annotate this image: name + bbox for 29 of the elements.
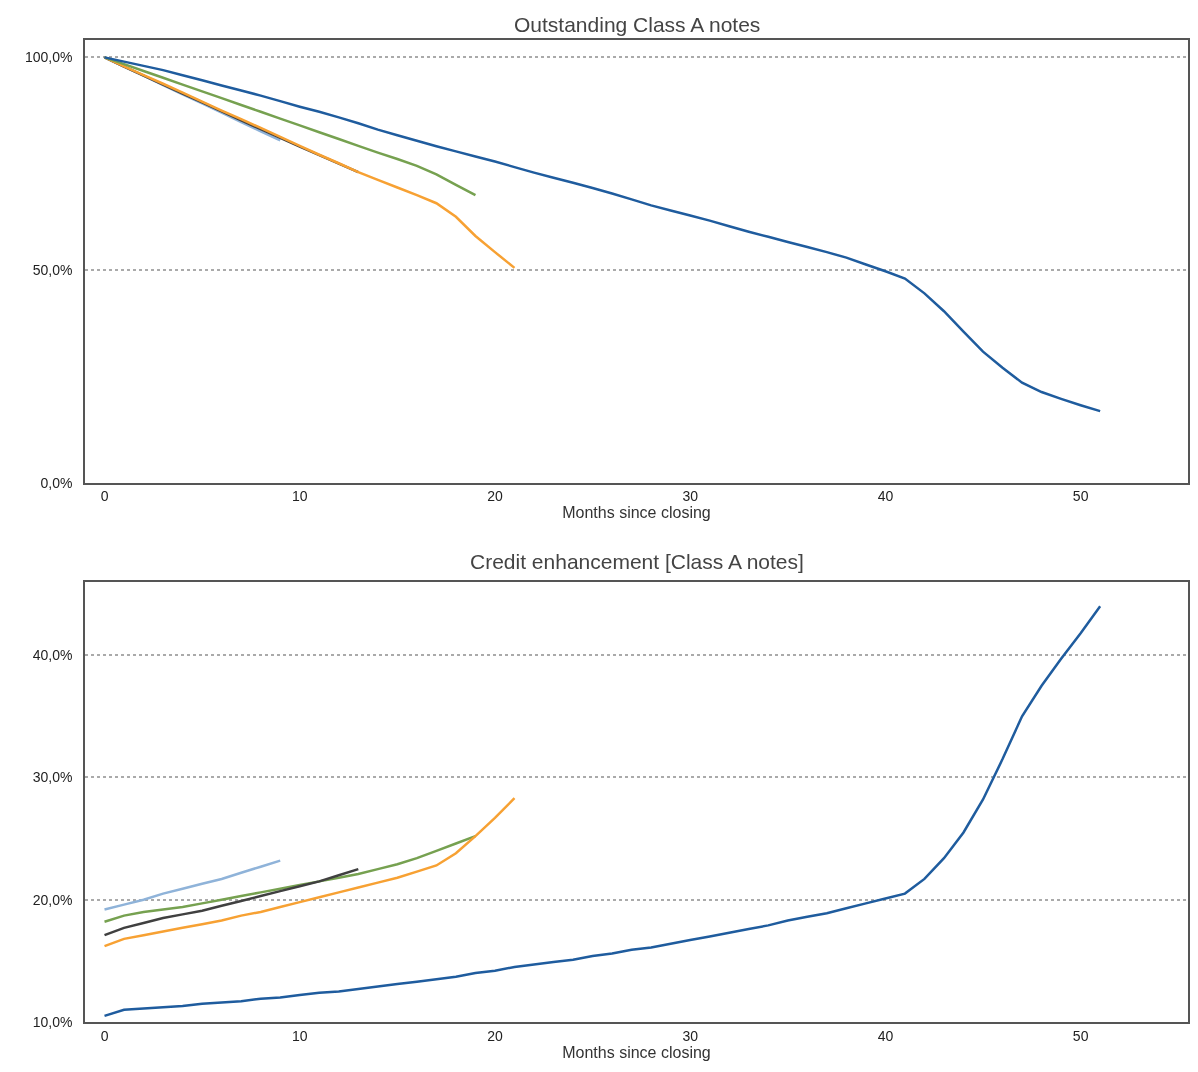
x-tick-label: 40 xyxy=(877,488,894,505)
x-tick-label: 10 xyxy=(291,488,308,505)
line-series xyxy=(103,867,360,937)
line-series xyxy=(103,859,282,911)
y-tick-label: 10,0% xyxy=(32,1013,73,1030)
line-series xyxy=(103,604,1102,1018)
x-tick-label: 50 xyxy=(1072,1027,1089,1044)
y-tick-label: 0,0% xyxy=(40,474,73,491)
x-axis-title: Months since closing xyxy=(562,504,711,522)
x-axis-title: Months since closing xyxy=(562,1043,711,1061)
y-tick-label: 50,0% xyxy=(32,261,73,278)
x-tick-label: 0 xyxy=(100,488,109,505)
x-tick-label: 10 xyxy=(291,1027,308,1044)
x-tick-label: 50 xyxy=(1072,488,1089,505)
y-tick-label: 30,0% xyxy=(32,769,73,786)
x-tick-label: 0 xyxy=(100,1027,109,1044)
x-tick-label: 30 xyxy=(682,488,699,505)
chart-title: Credit enhancement [Class A notes] xyxy=(470,550,804,573)
line-series xyxy=(103,796,516,948)
x-tick-label: 20 xyxy=(487,1027,503,1044)
y-tick-label: 100,0% xyxy=(24,49,73,66)
x-tick-label: 40 xyxy=(877,1027,894,1044)
y-tick-label: 40,0% xyxy=(32,647,73,664)
chart-title: Outstanding Class A notes xyxy=(514,13,761,36)
x-tick-label: 20 xyxy=(487,488,503,505)
line-series xyxy=(103,56,516,270)
y-tick-label: 20,0% xyxy=(32,891,73,908)
x-tick-label: 30 xyxy=(682,1027,699,1044)
line-series xyxy=(103,56,1102,413)
